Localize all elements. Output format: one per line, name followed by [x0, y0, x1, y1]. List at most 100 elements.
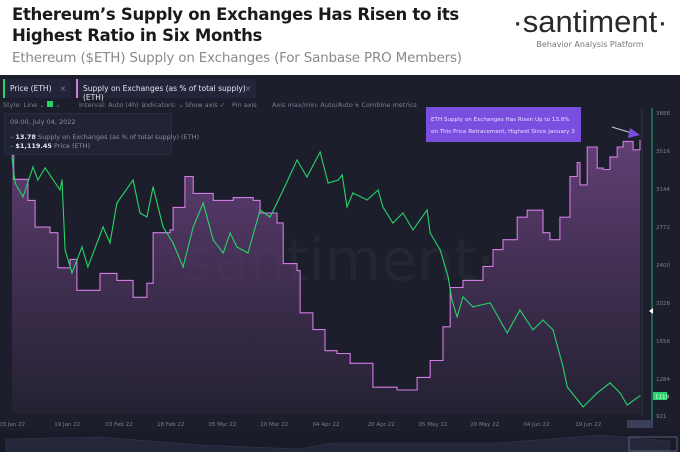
- combine-metrics-button[interactable]: + Combine metrics: [354, 101, 417, 109]
- price-point: [146, 216, 148, 218]
- style-dropdown[interactable]: Style: Line ⌄: [3, 101, 45, 109]
- price-point: [229, 232, 231, 234]
- supply-point: [569, 176, 571, 178]
- supply-point: [462, 279, 464, 281]
- annotation-arrow-head: [628, 128, 640, 138]
- supply-point: [34, 226, 36, 228]
- price-point: [582, 406, 584, 408]
- price-point: [132, 179, 134, 181]
- supply-point: [184, 176, 186, 178]
- price-point: [472, 306, 474, 308]
- x-tick-label: 04 Jun 22: [523, 422, 549, 428]
- supply-point: [596, 167, 598, 169]
- x-tick-label: 05 May 22: [419, 422, 448, 428]
- price-point: [439, 249, 441, 251]
- price-point: [192, 226, 194, 228]
- supply-point: [13, 178, 15, 180]
- tooltip-supply-label: Supply on Exchanges (as % of total suppl…: [37, 133, 200, 141]
- x-tick-label: 03 Jan 22: [0, 422, 25, 428]
- current-price-label: 1119: [655, 395, 669, 401]
- y-tick-label: 3888: [656, 111, 670, 117]
- price-point: [182, 266, 184, 268]
- y-tick-label: 3516: [656, 149, 670, 155]
- navigator-area: [5, 434, 671, 453]
- supply-point: [116, 279, 118, 281]
- price-point: [269, 216, 271, 218]
- supply-point: [299, 312, 301, 314]
- supply-point: [639, 139, 641, 141]
- price-point: [306, 176, 308, 178]
- x-tick-label: 03 Feb 22: [105, 422, 132, 428]
- price-point: [392, 222, 394, 224]
- supply-point: [372, 386, 374, 388]
- tab-price[interactable]: Price (ETH) ×: [3, 79, 71, 98]
- axis-maxmin-dropdown[interactable]: Axis max/min: Auto/Auto ⌄: [272, 101, 361, 109]
- price-point: [377, 189, 379, 191]
- tab-supply-on-exchanges[interactable]: Supply on Exchanges (as % of total suppl…: [76, 79, 256, 102]
- price-point: [64, 249, 66, 251]
- price-point: [236, 246, 238, 248]
- price-point: [32, 166, 34, 168]
- y-tick-label: 921: [656, 414, 667, 420]
- price-point: [139, 212, 141, 214]
- navigator-strip[interactable]: [0, 431, 680, 453]
- price-point: [552, 329, 554, 331]
- navigator-range-handle[interactable]: [628, 436, 678, 452]
- close-icon[interactable]: ×: [59, 84, 66, 93]
- price-point: [429, 232, 431, 234]
- tooltip-supply-row: – 13.78 Supply on Exchanges (as % of tot…: [10, 133, 200, 141]
- price-point: [532, 329, 534, 331]
- supply-point: [396, 389, 398, 391]
- price-point: [44, 167, 46, 169]
- price-point: [596, 392, 598, 394]
- supply-point: [232, 197, 234, 199]
- supply-point: [602, 168, 604, 170]
- price-point: [366, 199, 368, 201]
- color-swatch[interactable]: ⌄: [47, 101, 61, 109]
- price-point: [426, 209, 428, 211]
- navigator-preview: [5, 434, 678, 453]
- price-point: [506, 332, 508, 334]
- header: Ethereum’s Supply on Exchanges Has Risen…: [0, 0, 680, 75]
- x-tick-label: 04 Apr 22: [312, 422, 339, 428]
- supply-point: [276, 222, 278, 224]
- supply-point: [586, 146, 588, 148]
- tooltip-supply-value: 13.78: [15, 133, 36, 141]
- pin-axis-toggle[interactable]: Pin axis: [232, 101, 257, 109]
- supply-point: [11, 154, 13, 156]
- price-point: [562, 366, 564, 368]
- supply-point: [282, 263, 284, 265]
- interval-dropdown[interactable]: Interval: Auto (4h) ⌄: [79, 101, 147, 109]
- logo-tagline: Behavior Analysis Platform: [536, 40, 644, 49]
- supply-point: [132, 296, 134, 298]
- color-swatch-icon: [47, 101, 53, 107]
- supply-point: [576, 161, 578, 163]
- price-point: [222, 252, 224, 254]
- price-point: [382, 206, 384, 208]
- price-point: [71, 272, 73, 274]
- price-point: [346, 206, 348, 208]
- price-point: [247, 252, 249, 254]
- indicators-dropdown[interactable]: Indicators: ⌄: [142, 101, 184, 109]
- price-point: [619, 392, 621, 394]
- price-point: [212, 239, 214, 241]
- price-point: [489, 302, 491, 304]
- price-point: [456, 316, 458, 318]
- supply-point: [27, 199, 29, 201]
- y-tick-label: 2028: [656, 301, 670, 307]
- price-point: [172, 242, 174, 244]
- supply-area: [12, 140, 640, 414]
- price-point: [37, 179, 39, 181]
- close-icon[interactable]: ×: [244, 84, 251, 93]
- supply-point: [69, 258, 71, 260]
- supply-point: [526, 209, 528, 211]
- supply-point: [559, 216, 561, 218]
- supply-point: [616, 146, 618, 148]
- y-tick-label: 3144: [656, 187, 670, 193]
- price-point: [319, 151, 321, 153]
- show-axis-toggle[interactable]: Show axis ✓: [185, 101, 226, 109]
- supply-point: [76, 289, 78, 291]
- supply-point: [492, 249, 494, 251]
- y-tick-label: 2400: [656, 263, 670, 269]
